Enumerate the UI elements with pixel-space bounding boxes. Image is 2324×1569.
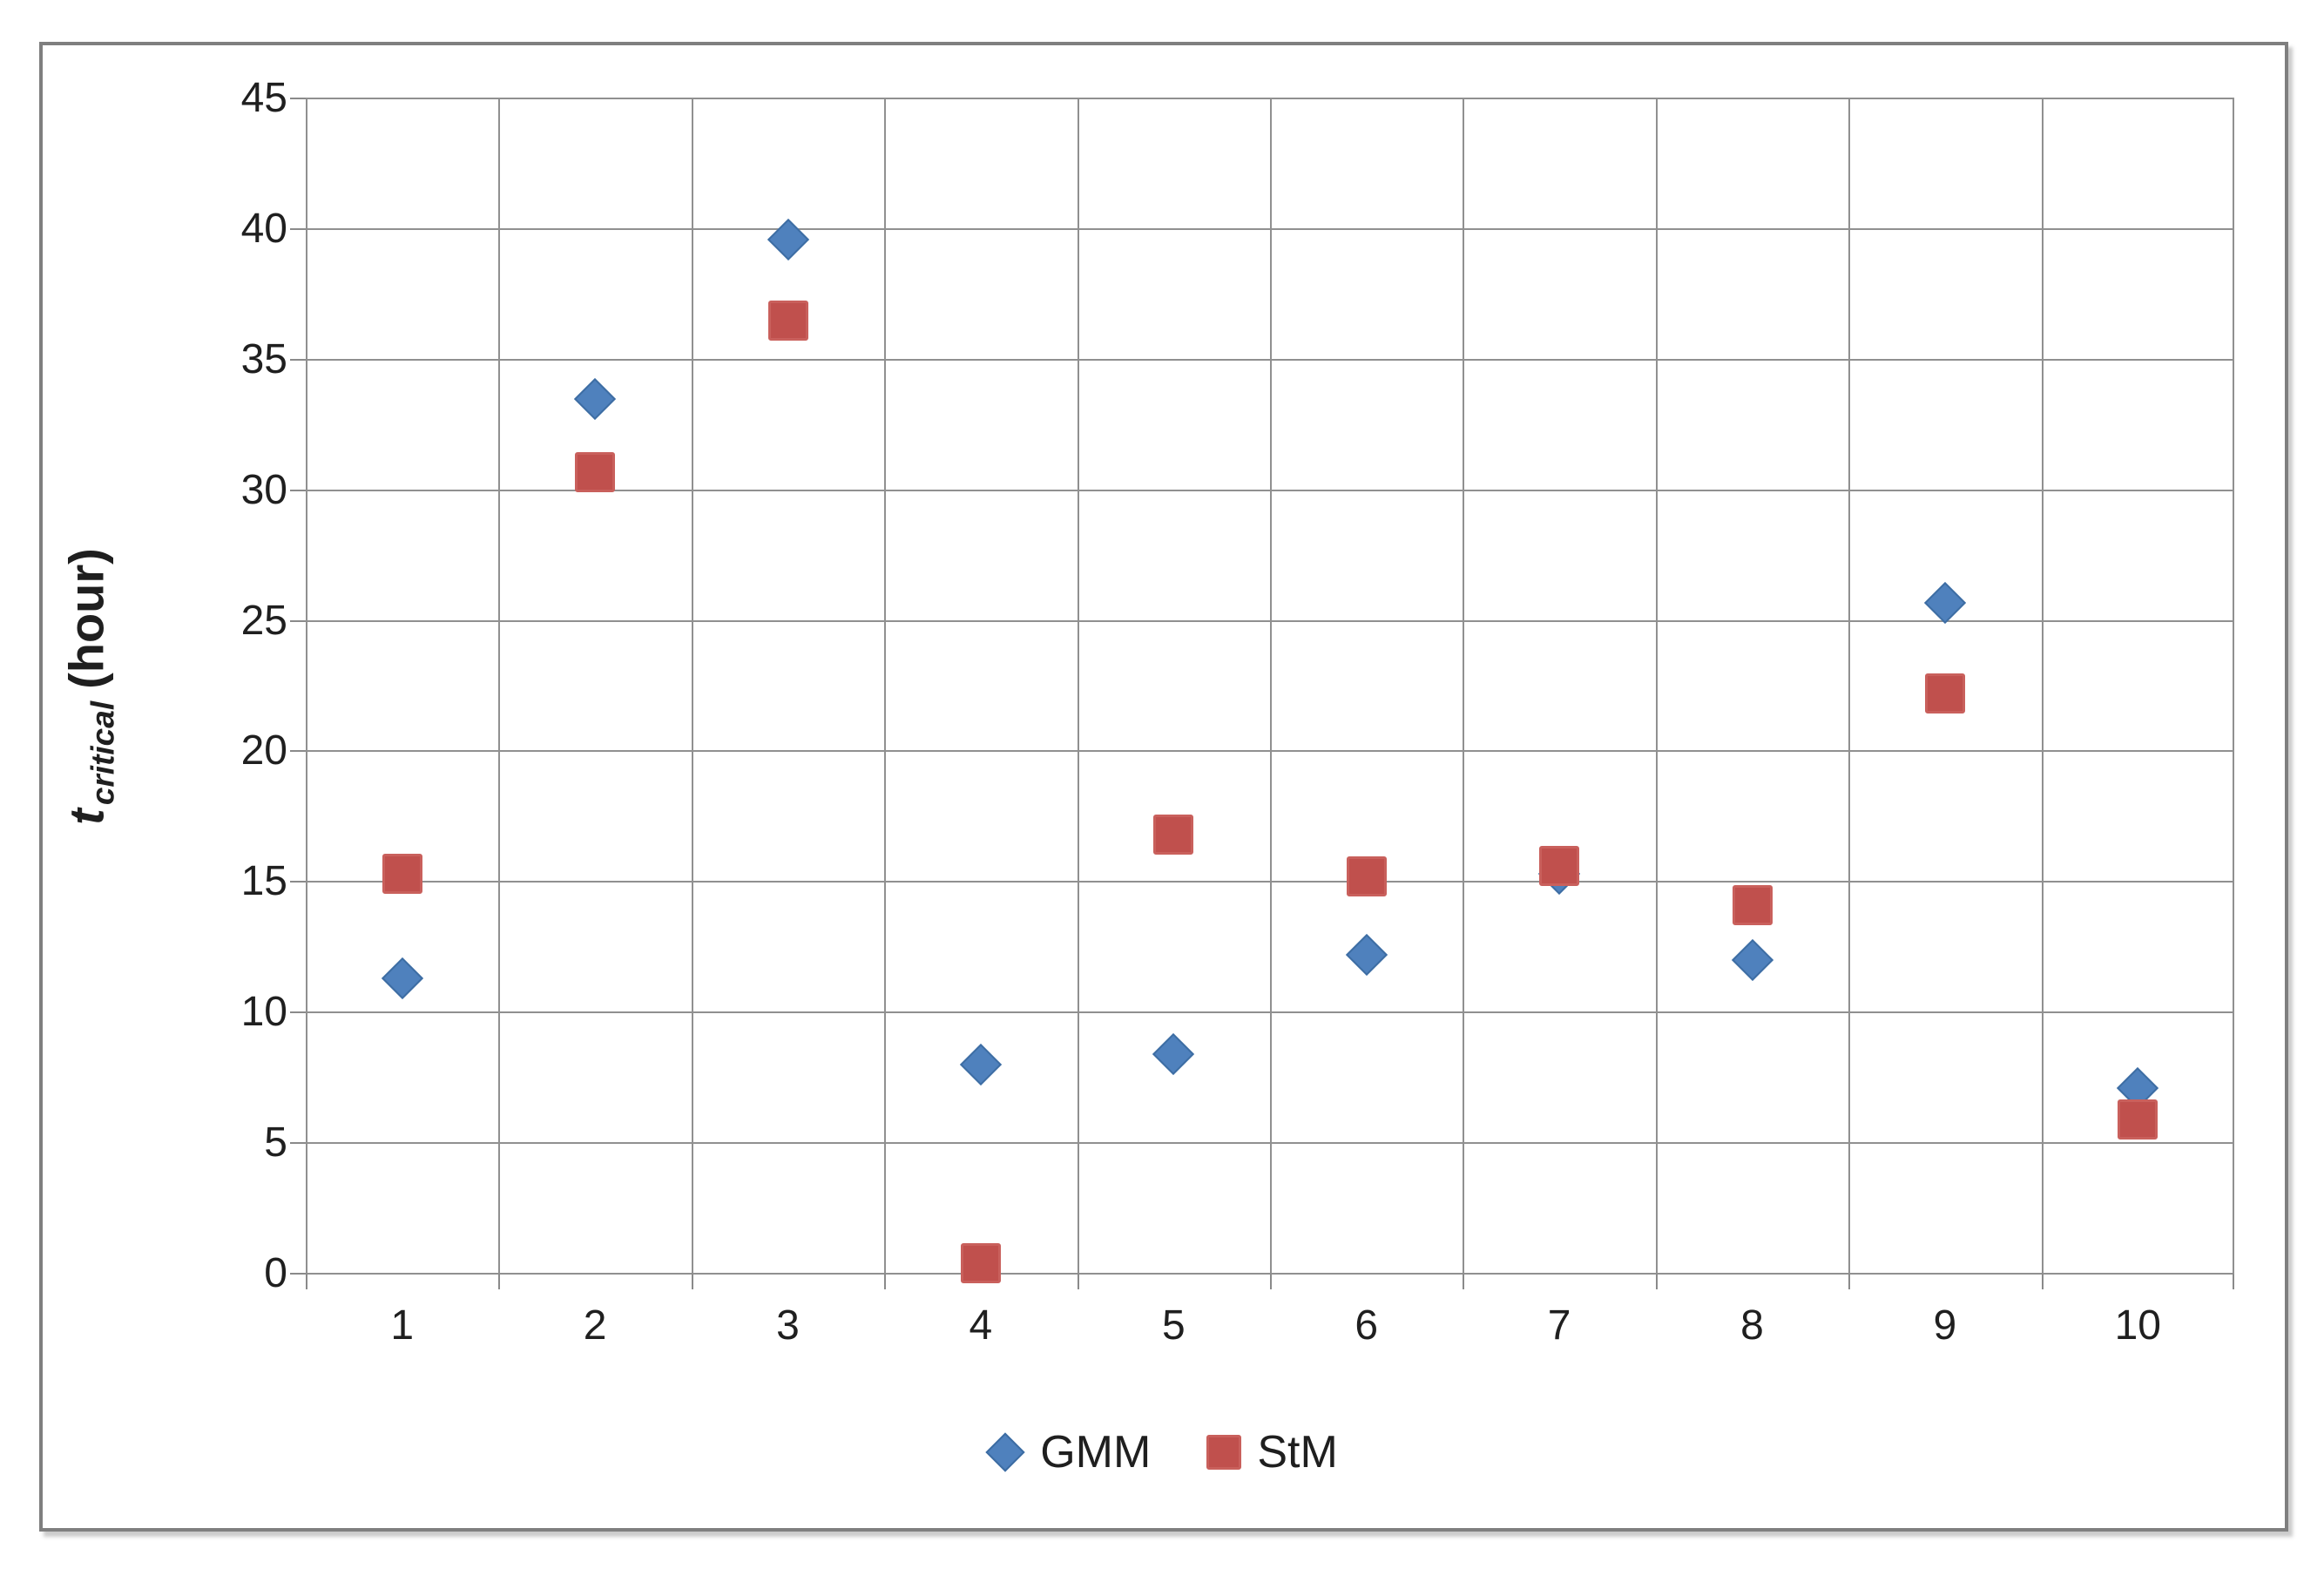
x-tick-label-10: 10: [2114, 1302, 2161, 1349]
y-tick-label-15: 15: [240, 858, 287, 905]
x-tick-label-6: 6: [1355, 1302, 1379, 1349]
y-tick-label-30: 30: [240, 466, 287, 513]
x-axis-tick-0.5: [306, 1274, 307, 1289]
marker-gmm-x8[interactable]: [1731, 939, 1773, 982]
marker-stm-x2[interactable]: [575, 451, 616, 492]
y-axis-title-subscript: critical: [84, 700, 121, 806]
marker-stm-x1[interactable]: [382, 854, 422, 895]
x-axis-tick-6.5: [1463, 1274, 1465, 1289]
legend-item-stm[interactable]: StM: [1206, 1426, 1338, 1478]
marker-stm-x8[interactable]: [1732, 885, 1773, 926]
y-axis-tick-20: [290, 750, 306, 753]
vertical-gridline-x2.5: [691, 98, 693, 1274]
x-tick-label-2: 2: [583, 1302, 607, 1349]
marker-gmm-x1[interactable]: [381, 957, 423, 1000]
vertical-gridline-x1.5: [498, 98, 501, 1274]
legend-label-stm: StM: [1257, 1427, 1338, 1478]
x-tick-label-5: 5: [1161, 1302, 1186, 1349]
vertical-gridline-x5.5: [1270, 98, 1272, 1274]
x-axis-tick-7.5: [1655, 1274, 1658, 1289]
x-axis-tick-1.5: [498, 1274, 501, 1289]
y-axis-tick-40: [290, 227, 306, 230]
marker-gmm-x5[interactable]: [1152, 1033, 1195, 1076]
y-axis-tick-25: [290, 619, 306, 622]
y-tick-label-35: 35: [240, 335, 287, 382]
legend-item-gmm[interactable]: GMM: [985, 1426, 1152, 1478]
vertical-gridline-x6.5: [1463, 98, 1465, 1274]
x-tick-label-3: 3: [776, 1302, 800, 1349]
x-axis-tick-5.5: [1270, 1274, 1272, 1289]
x-tick-label-8: 8: [1740, 1302, 1764, 1349]
vertical-gridline-x10.5: [2233, 98, 2234, 1274]
y-tick-label-10: 10: [240, 989, 287, 1036]
marker-stm-x9[interactable]: [1924, 673, 1965, 714]
x-axis-tick-3.5: [884, 1274, 887, 1289]
vertical-gridline-x9.5: [2041, 98, 2044, 1274]
marker-gmm-x2[interactable]: [574, 377, 617, 420]
vertical-gridline-x3.5: [884, 98, 887, 1274]
y-tick-label-5: 5: [264, 1119, 287, 1167]
vertical-gridline-x7.5: [1655, 98, 1658, 1274]
y-axis-tick-15: [290, 881, 306, 883]
y-tick-label-40: 40: [240, 205, 287, 252]
x-axis-tick-10.5: [2233, 1274, 2234, 1289]
x-tick-label-9: 9: [1933, 1302, 1957, 1349]
vertical-gridline-x0.5: [306, 98, 307, 1274]
x-axis-tick-4.5: [1077, 1274, 1079, 1289]
x-axis-tick-9.5: [2041, 1274, 2044, 1289]
y-axis-title-unit: (hour): [58, 548, 114, 689]
x-axis-tick-2.5: [691, 1274, 693, 1289]
marker-gmm-x9[interactable]: [1923, 581, 1966, 624]
vertical-gridline-x4.5: [1077, 98, 1079, 1274]
marker-stm-x6[interactable]: [1346, 856, 1387, 897]
legend-label-gmm: GMM: [1040, 1427, 1152, 1478]
x-tick-label-7: 7: [1547, 1302, 1571, 1349]
vertical-gridline-x8.5: [1848, 98, 1851, 1274]
x-axis-tick-8.5: [1848, 1274, 1851, 1289]
plot-area[interactable]: [306, 98, 2234, 1283]
gmm-legend-diamond-icon: [985, 1432, 1025, 1472]
marker-stm-x4[interactable]: [960, 1243, 1001, 1283]
y-axis-tick-10: [290, 1011, 306, 1014]
y-tick-label-0: 0: [264, 1250, 287, 1296]
y-tick-label-20: 20: [240, 727, 287, 774]
marker-stm-x5[interactable]: [1153, 815, 1194, 856]
marker-stm-x7[interactable]: [1539, 846, 1580, 887]
marker-gmm-x4[interactable]: [959, 1044, 1002, 1086]
y-axis-title: t critical (hour): [58, 548, 122, 825]
y-axis-title-symbol: t: [58, 808, 114, 825]
x-tick-label-1: 1: [390, 1302, 415, 1349]
y-tick-label-45: 45: [240, 75, 287, 121]
marker-gmm-x3[interactable]: [767, 218, 809, 260]
y-axis-tick-45: [290, 98, 306, 99]
y-axis-tick-30: [290, 489, 306, 491]
y-axis-tick-35: [290, 358, 306, 361]
y-axis-tick-0: [290, 1273, 306, 1275]
figure-border: [39, 42, 2288, 1532]
marker-gmm-x6[interactable]: [1345, 934, 1388, 977]
x-tick-label-4: 4: [969, 1302, 993, 1349]
legend: GMM StM: [0, 1422, 2324, 1483]
marker-stm-x3[interactable]: [767, 300, 808, 341]
y-tick-label-25: 25: [240, 597, 287, 644]
y-axis-tick-5: [290, 1142, 306, 1145]
marker-stm-x10[interactable]: [2118, 1099, 2158, 1140]
stm-legend-square-icon: [1206, 1435, 1242, 1470]
